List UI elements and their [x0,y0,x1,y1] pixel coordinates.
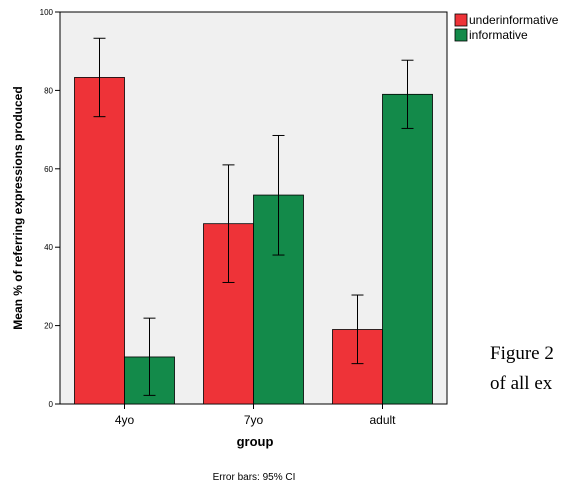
y-tick-label: 40 [44,243,53,252]
legend-label-informative: informative [469,28,528,42]
y-axis: 0 20 40 60 80 100 [40,8,60,409]
y-tick-label: 60 [44,165,53,174]
y-tick-label: 80 [44,86,53,95]
y-tick-label: 0 [49,400,54,409]
error-bars-group [93,37,414,396]
x-tick-label: adult [369,413,396,427]
y-tick-label: 100 [40,8,54,17]
figure-caption-line-2: of all ex [490,373,553,394]
x-axis-label: group [237,434,274,449]
bar-underinformative-4yo [74,77,125,405]
x-tick-label: 4yo [115,413,135,427]
figure-caption-line-1: Figure 2 [490,343,554,364]
x-tick-label: 7yo [244,413,264,427]
x-axis: 4yo 7yo adult [115,404,396,427]
legend-swatch-underinformative [454,13,468,27]
error-bars-note: Error bars: 95% CI [213,472,296,483]
legend-label-underinformative: underinformative [469,13,559,27]
y-axis-label: Mean % of referring expressions produced [11,86,25,329]
legend-swatch-informative [454,28,468,42]
bar-informative-adult [382,93,433,405]
y-tick-label: 20 [44,322,53,331]
